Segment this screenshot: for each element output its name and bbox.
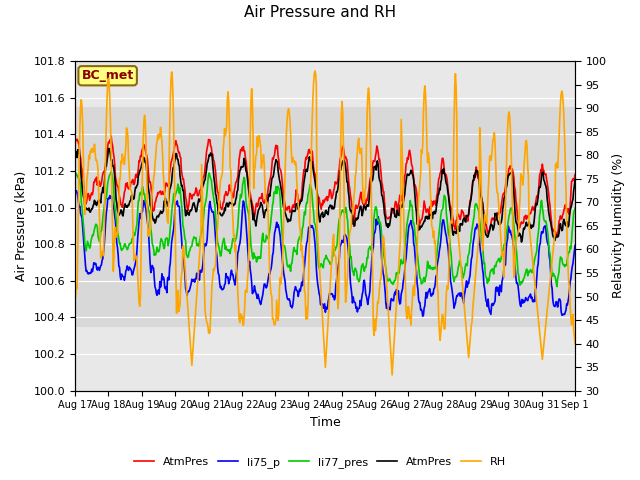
li77_pres <box>80 228 88 234</box>
Text: BC_met: BC_met <box>81 69 134 82</box>
li77_pres <box>183 253 191 259</box>
Line: AtmPres: AtmPres <box>75 148 575 242</box>
RH <box>182 283 190 288</box>
li77_pres <box>132 225 140 230</box>
X-axis label: Time: Time <box>310 416 340 429</box>
AtmPres <box>80 196 88 202</box>
AtmPres <box>401 192 408 198</box>
Bar <box>75 107 575 326</box>
RH <box>386 337 394 343</box>
li75_p <box>71 191 79 197</box>
RH <box>71 296 79 301</box>
AtmPres <box>71 142 79 147</box>
li77_pres <box>571 205 579 211</box>
AtmPres <box>108 133 115 139</box>
Line: RH: RH <box>75 71 575 375</box>
AtmPres <box>401 173 408 179</box>
AtmPres <box>571 172 579 178</box>
AtmPres <box>518 239 525 245</box>
AtmPres <box>80 186 88 192</box>
li75_p <box>386 307 394 312</box>
AtmPres <box>132 185 140 191</box>
li75_p <box>132 257 140 263</box>
AtmPres <box>571 177 579 183</box>
RH <box>571 341 579 347</box>
AtmPres <box>183 207 191 213</box>
RH <box>80 194 88 200</box>
AtmPres <box>71 146 79 152</box>
li77_pres <box>386 277 394 283</box>
AtmPres <box>132 171 140 177</box>
RH <box>388 372 396 378</box>
li75_p <box>81 252 88 258</box>
Text: Air Pressure and RH: Air Pressure and RH <box>244 5 396 20</box>
AtmPres <box>553 234 561 240</box>
AtmPres <box>104 145 112 151</box>
AtmPres <box>209 157 217 163</box>
RH <box>311 68 319 74</box>
RH <box>401 281 409 287</box>
RH <box>132 252 140 258</box>
li77_pres <box>108 169 115 175</box>
li75_p <box>183 293 191 299</box>
RH <box>209 275 216 280</box>
li77_pres <box>71 176 79 181</box>
AtmPres <box>386 215 394 220</box>
AtmPres <box>209 168 217 174</box>
Y-axis label: Relativity Humidity (%): Relativity Humidity (%) <box>612 153 625 299</box>
li77_pres <box>401 247 408 253</box>
AtmPres <box>183 204 191 209</box>
li75_p <box>401 268 408 274</box>
li75_p <box>209 209 217 215</box>
li75_p <box>72 188 79 193</box>
li77_pres <box>553 284 561 289</box>
li75_p <box>571 242 579 248</box>
Line: AtmPres: AtmPres <box>75 136 575 237</box>
Line: li77_pres: li77_pres <box>75 172 575 287</box>
li75_p <box>419 313 427 319</box>
AtmPres <box>386 219 394 225</box>
li77_pres <box>209 192 217 198</box>
Y-axis label: Air Pressure (kPa): Air Pressure (kPa) <box>15 171 28 281</box>
Line: li75_p: li75_p <box>75 191 575 316</box>
Legend: AtmPres, li75_p, li77_pres, AtmPres, RH: AtmPres, li75_p, li77_pres, AtmPres, RH <box>130 452 510 472</box>
